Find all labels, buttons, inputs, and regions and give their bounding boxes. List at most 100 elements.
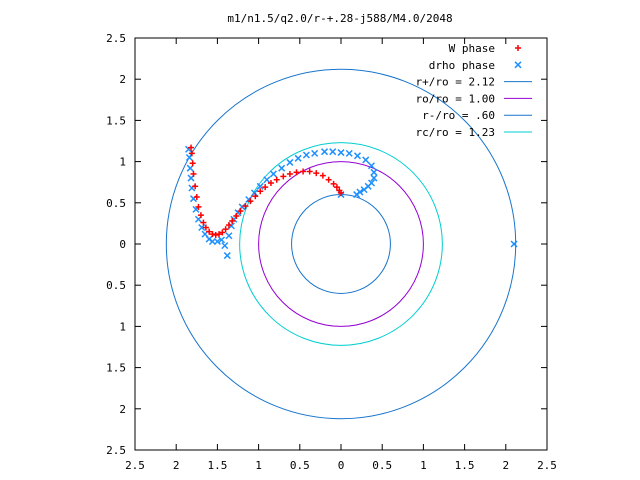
point-0-15 [222,226,229,233]
x-tick-label-0: 2.5 [125,459,145,472]
ref-circle-3 [239,142,443,346]
legend-label-4: r-/ro = .60 [422,109,495,122]
point-0-26 [273,176,280,183]
point-0-19 [237,208,244,215]
chart-title: m1/n1.5/q2.0/r-+.28-j588/M4.0/2048 [227,12,452,25]
point-0-18 [233,212,240,219]
y-tick-label-7: 1 [119,320,126,333]
point-0-12 [212,231,219,238]
reference-circles [165,68,517,420]
x-tick-label-7: 1 [420,459,427,472]
point-0-22 [252,193,259,200]
point-1-12 [213,237,221,246]
point-0-0 [188,144,195,151]
y-tick-label-8: 1.5 [106,362,126,375]
point-1-16 [225,232,233,240]
point-0-24 [262,184,269,191]
legend-label-3: ro/ro = 1.00 [416,92,495,105]
point-0-30 [300,168,307,175]
point-1-39 [370,174,378,182]
x-tick-label-9: 2 [502,459,509,472]
y-tick-label-0: 2.5 [106,32,126,45]
y-tick-label-2: 1.5 [106,114,126,127]
x-tick-label-10: 2.5 [537,459,557,472]
point-0-16 [225,222,232,229]
point-0-14 [219,229,226,236]
point-1-46 [510,240,518,248]
point-0-11 [209,231,216,238]
x-tick-label-6: 0.5 [372,459,392,472]
ref-circle-0 [165,68,517,420]
point-1-30 [311,149,319,157]
y-tick-label-3: 1 [119,156,126,169]
legend: W phase drho phase r+/ro = 2.12 ro/ro = 1.0… [416,42,532,139]
point-0-33 [319,172,326,179]
legend-label-2: r+/ro = 2.12 [416,76,495,89]
point-0-5 [193,194,200,201]
y-tick-label-10: 2.5 [106,444,126,457]
point-0-20 [242,203,249,210]
point-1-13 [217,236,226,244]
point-1-42 [360,186,368,194]
y-tick-label-1: 2 [119,73,126,86]
point-1-15 [223,252,231,260]
point-1-36 [362,156,370,164]
point-1-24 [263,176,271,184]
y-tick-label-9: 2 [119,403,126,416]
point-0-9 [202,224,209,231]
x-tick-label-5: 0 [338,459,345,472]
point-1-28 [294,154,302,162]
ref-circle-2 [291,194,391,294]
point-0-17 [229,217,236,224]
legend-label-0: W phase [449,42,495,55]
y-tick-label-4: 0.5 [106,197,126,210]
legend-marker-0 [515,45,521,51]
data-points [185,144,518,260]
point-0-29 [293,169,300,176]
point-1-29 [302,151,310,159]
point-1-14 [221,242,229,250]
x-tick-label-2: 1.5 [207,459,227,472]
point-0-21 [247,198,254,205]
point-1-27 [286,158,294,166]
point-1-44 [353,191,361,199]
point-0-38 [338,189,344,196]
axis-ticks: 2.5 2 1.5 1 0.5 0 0.5 1 1.5 2 2.5 2.5 2 1.5 1 0.5 0 0.5 1 1… [106,32,557,472]
point-1-31 [320,148,329,156]
y-tick-label-5: 0 [119,238,126,251]
point-1-33 [337,149,345,157]
point-0-25 [267,180,274,187]
point-0-2 [189,160,196,167]
point-1-32 [329,148,337,156]
point-1-26 [278,164,286,172]
point-0-31 [306,168,313,175]
y-tick-label-6: 0.5 [106,279,126,292]
point-1-38 [370,168,378,176]
point-1-22 [250,189,259,197]
point-0-36 [333,184,340,191]
point-1-35 [353,152,362,160]
legend-label-1: drho phase [429,59,495,72]
point-1-23 [256,182,264,190]
point-1-34 [345,149,353,157]
x-tick-label-1: 2 [173,459,180,472]
legend-label-5: rc/ro = 1.23 [416,126,495,139]
point-0-35 [330,180,337,187]
point-0-8 [200,219,207,226]
point-1-37 [367,162,376,170]
point-0-10 [206,228,213,235]
x-tick-label-3: 1 [255,459,262,472]
point-1-25 [269,170,277,178]
point-0-6 [195,203,202,210]
legend-marker-1 [514,61,522,69]
point-0-28 [286,170,293,177]
point-0-32 [313,170,320,177]
point-0-3 [190,170,197,177]
point-0-34 [325,176,332,183]
ref-circle-1 [258,161,424,327]
point-0-27 [280,173,287,180]
point-0-1 [188,150,195,157]
x-tick-label-8: 1.5 [455,459,475,472]
point-0-4 [192,183,199,190]
